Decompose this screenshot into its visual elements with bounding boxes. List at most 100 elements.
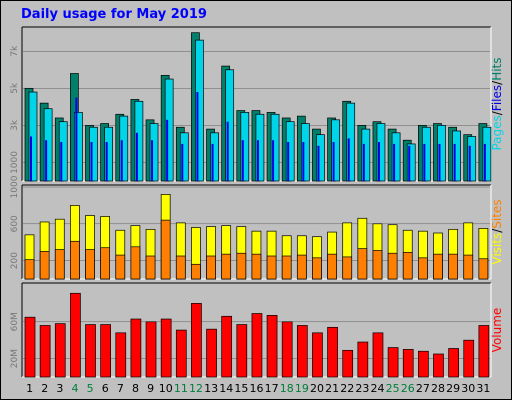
pages-bar — [331, 119, 340, 182]
sites-bar — [266, 255, 277, 280]
pages-bar — [164, 78, 174, 182]
volume-bar — [70, 292, 81, 378]
x-tick-label: 19 — [295, 382, 309, 395]
x-tick-label: 7 — [117, 382, 124, 395]
pages-bar — [225, 69, 235, 182]
volume-bar — [448, 348, 459, 378]
files-bar — [423, 143, 426, 181]
files-bar — [135, 132, 138, 181]
volume-bar — [327, 326, 338, 378]
chart-title: Daily usage for May 2019 — [21, 7, 207, 22]
sites-bar — [357, 248, 368, 280]
sites-bar — [402, 251, 413, 280]
files-bar — [438, 143, 441, 181]
legend-hits: Hits — [490, 57, 504, 80]
volume-bar — [312, 332, 323, 378]
sites-bar — [281, 255, 292, 280]
files-bar — [45, 140, 48, 181]
pages-bar — [406, 143, 416, 182]
files-bar — [90, 142, 93, 181]
files-bar — [347, 138, 350, 181]
legend-files: Files — [490, 85, 504, 111]
x-tick-label: 9 — [147, 382, 154, 395]
volume-bar — [100, 324, 111, 378]
files-bar — [362, 143, 365, 181]
sites-bar — [327, 253, 337, 280]
x-tick-label: 8 — [132, 382, 139, 395]
volume-bar — [402, 349, 414, 378]
middle-y-tick-label: 600 — [10, 215, 20, 232]
legend-visits: Visits — [490, 233, 504, 265]
middle-legend-label: Visits/Sites — [490, 199, 504, 264]
volume-bar — [24, 316, 36, 378]
sites-bar — [206, 255, 216, 280]
x-tick-label: 2 — [41, 382, 48, 395]
files-bar — [166, 119, 169, 181]
files-bar — [483, 143, 486, 181]
x-tick-label: 1 — [26, 382, 33, 395]
sites-bar — [387, 252, 398, 280]
legend-separator: / — [490, 80, 504, 85]
pages-bar — [270, 113, 280, 182]
x-tick-label: 3 — [56, 382, 63, 395]
files-bar — [453, 143, 456, 181]
volume-bar — [357, 341, 369, 378]
sites-bar — [100, 247, 110, 280]
legend-separator: / — [490, 110, 504, 115]
top-y-tick-label: 7k — [10, 45, 20, 57]
sites-bar — [463, 254, 474, 280]
volume-bar — [85, 324, 96, 378]
files-bar — [332, 142, 335, 181]
x-tick-label: 4 — [71, 382, 78, 395]
volume-bar — [478, 325, 490, 378]
pages-bar — [240, 112, 250, 182]
sites-bar — [191, 263, 201, 280]
volume-bar — [130, 318, 142, 378]
sites-bar — [221, 253, 232, 280]
files-bar — [302, 142, 305, 181]
volume-bar — [387, 347, 399, 378]
top-y-tick-label: 3k — [10, 119, 20, 131]
files-bar — [30, 136, 32, 181]
middle-y-tick-label: 1000 — [10, 175, 20, 198]
bottom-y-tick-label: 60M — [10, 312, 20, 331]
volume-bar — [175, 329, 187, 378]
volume-bar — [418, 350, 429, 378]
volume-bar — [251, 313, 263, 378]
sites-bar — [175, 255, 186, 280]
legend-separator: / — [490, 228, 504, 233]
sites-bar — [39, 251, 50, 280]
files-bar — [120, 140, 123, 181]
pages-bar — [422, 126, 431, 182]
sites-bar — [24, 259, 35, 280]
x-tick-label: 14 — [219, 382, 233, 395]
sites-bar — [372, 250, 383, 280]
files-bar — [75, 97, 78, 181]
x-tick-label: 5 — [87, 382, 94, 395]
sites-bar — [54, 249, 65, 280]
sites-bar — [433, 253, 443, 280]
pages-bar — [376, 123, 386, 182]
x-tick-label: 13 — [204, 382, 218, 395]
top-y-tick-label: 1000 — [10, 151, 20, 174]
x-tick-label: 15 — [234, 382, 248, 395]
sites-bar — [70, 240, 80, 280]
x-tick-label: 21 — [325, 382, 339, 395]
sites-bar — [160, 219, 171, 280]
volume-bar — [221, 315, 233, 378]
x-tick-label: 6 — [102, 382, 109, 395]
volume-bar — [191, 303, 202, 378]
sites-bar — [145, 255, 156, 280]
sites-bar — [448, 253, 458, 280]
pages-bar — [119, 115, 129, 182]
pages-bar — [74, 112, 83, 182]
pages-bar — [452, 130, 461, 182]
x-tick-label: 27 — [416, 382, 430, 395]
legend-sites: Sites — [490, 199, 504, 228]
x-tick-label: 28 — [431, 382, 445, 395]
files-bar — [287, 142, 290, 181]
files-bar — [393, 143, 396, 181]
files-bar — [181, 143, 184, 181]
volume-bar — [236, 324, 248, 378]
